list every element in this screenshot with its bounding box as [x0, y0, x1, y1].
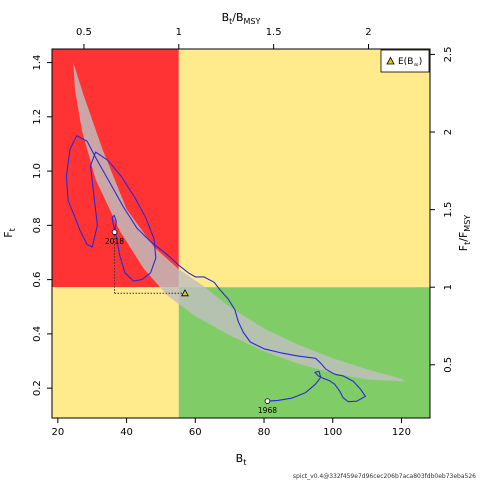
y-tick-label: 0.4: [32, 326, 43, 342]
legend-triangle-icon: [386, 56, 395, 65]
confidence-region: [73, 62, 405, 382]
biomass-fishing-trajectory: [65, 135, 366, 403]
x-tick-label: 20: [51, 427, 64, 438]
frame-border: [51, 48, 431, 419]
top-axis-title: Bt/BMSY: [222, 11, 261, 26]
x-tick-label: 40: [120, 427, 133, 438]
zone-overfished: [52, 287, 179, 418]
year-marker: [111, 229, 118, 235]
top-tick-label: 1.5: [266, 27, 282, 38]
zone-overfished-overfishing: [52, 49, 179, 288]
x-tick-label: 100: [323, 427, 342, 438]
right-tick-label: 2.5: [443, 46, 454, 62]
y-axis-right: 0.5 1 1.5 2 2.5: [430, 46, 454, 373]
y-tick-label: 1.0: [32, 163, 43, 179]
y-tick-label: 0.2: [32, 380, 43, 396]
top-tick-label: 2: [365, 27, 371, 38]
year-label: 1968: [258, 406, 277, 415]
x-tick-label: 120: [392, 427, 411, 438]
expected-equilibrium-marker: [181, 289, 189, 297]
legend: E(B∞): [380, 49, 430, 73]
year-label: 2018: [105, 237, 124, 246]
y-tick-label: 1.2: [32, 109, 43, 125]
x-axis-top: 0.5 1 1.5 2: [76, 27, 372, 49]
right-axis-title: Ft/FMSY: [457, 215, 472, 251]
legend-label: E(B∞): [398, 57, 422, 69]
plot-frame: [51, 48, 431, 419]
y-axis-title: Ft: [2, 228, 17, 237]
y-tick-label: 0.8: [32, 217, 43, 233]
x-tick-label: 80: [258, 427, 271, 438]
zone-overfishing: [178, 49, 430, 288]
x-axis-title: Bt: [236, 452, 247, 467]
final-year-guides: [114, 232, 185, 294]
right-tick-label: 1.5: [443, 202, 454, 218]
y-tick-label: 1.4: [32, 55, 43, 71]
year-markers: 2018 1968: [105, 229, 277, 415]
x-axis-bottom: 20 40 60 80 100 120: [51, 418, 411, 438]
top-tick-label: 0.5: [76, 27, 92, 38]
y-axis-left: 0.2 0.4 0.6 0.8 1.0 1.2 1.4: [32, 55, 52, 396]
right-tick-label: 0.5: [443, 357, 454, 373]
year-marker: [264, 398, 271, 404]
confidence-ellipse: [73, 62, 405, 382]
right-tick-label: 2: [443, 129, 454, 135]
top-tick-label: 1: [176, 27, 182, 38]
trajectory-line: [65, 135, 366, 403]
x-tick-label: 60: [189, 427, 202, 438]
legend-box: [380, 49, 430, 73]
version-footer: spict_v0.4@332f459e7d96cec206b7aca803fdb…: [293, 473, 476, 480]
y-tick-label: 0.6: [32, 272, 43, 288]
right-tick-label: 1: [443, 284, 454, 290]
kobe-zones: [52, 49, 430, 418]
